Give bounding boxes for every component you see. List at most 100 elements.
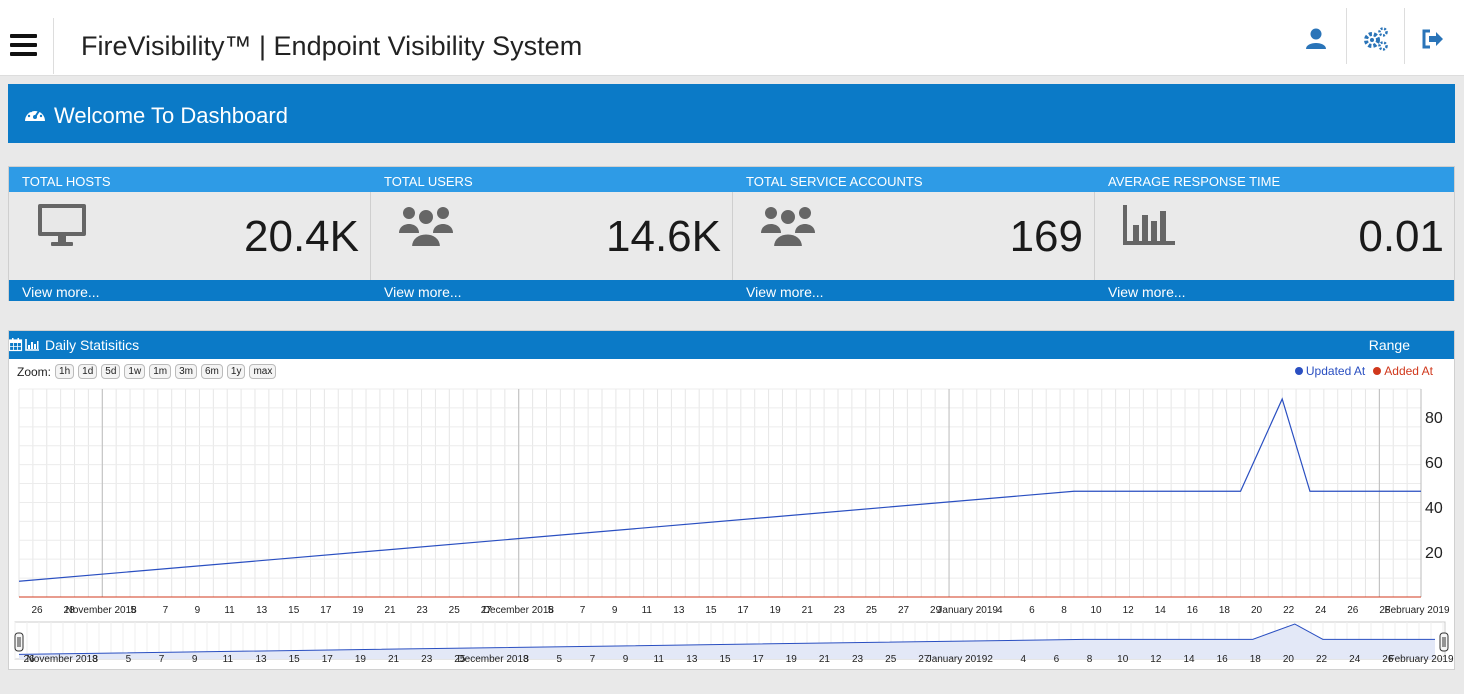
- x-tick-label: 19: [352, 605, 364, 616]
- x-tick-label: 25: [866, 605, 878, 616]
- navigator-tick-label: 19: [786, 654, 798, 665]
- range-button[interactable]: Range: [1368, 337, 1410, 353]
- navigator-tick-label: 3: [93, 654, 99, 665]
- zoom-1m-button[interactable]: 1m: [149, 364, 172, 379]
- x-tick-label: 18: [1219, 605, 1231, 616]
- x-tick-label: 4: [997, 605, 1003, 616]
- stat-label: TOTAL HOSTS: [22, 174, 111, 189]
- zoom-6m-button[interactable]: 6m: [201, 364, 223, 379]
- divider: [1404, 8, 1405, 64]
- divider: [1094, 192, 1095, 280]
- navigator-tick-label: 7: [590, 654, 596, 665]
- navigator-tick-label: 17: [753, 654, 765, 665]
- zoom-max-button[interactable]: max: [249, 364, 277, 379]
- navigator-tick-label: 5: [557, 654, 563, 665]
- calendar-icon[interactable]: [9, 338, 23, 352]
- navigator-tick-label: 6: [1054, 654, 1060, 665]
- navigator-tick-label: 22: [1316, 654, 1328, 665]
- view-more-link[interactable]: View more...: [22, 284, 100, 300]
- zoom-5d-button[interactable]: 5d: [101, 364, 121, 379]
- divider: [1346, 8, 1347, 64]
- x-tick-label: 15: [288, 605, 300, 616]
- navigator-tick-label: 9: [192, 654, 198, 665]
- divider: [732, 192, 733, 280]
- zoom-1d-button[interactable]: 1d: [78, 364, 98, 379]
- view-more-link[interactable]: View more...: [746, 284, 824, 300]
- x-tick-label: 9: [195, 605, 201, 616]
- navigator-tick-label: 21: [819, 654, 831, 665]
- x-tick-label: 29: [930, 605, 942, 616]
- welcome-banner: Welcome To Dashboard: [8, 84, 1455, 143]
- x-tick-label: January 2019: [937, 605, 998, 616]
- x-tick-label: 13: [673, 605, 685, 616]
- stat-card-total-hosts: TOTAL HOSTS 20.4K View more...: [9, 167, 371, 301]
- stat-value: 169: [1009, 212, 1083, 261]
- navigator-tick-label: 12: [1150, 654, 1162, 665]
- navigator-tick-label: 19: [355, 654, 367, 665]
- navigator-tick-label: 15: [289, 654, 301, 665]
- stat-value: 0.01: [1358, 212, 1444, 261]
- navigator-tick-label: 11: [654, 654, 665, 665]
- navigator-tick-label: 15: [719, 654, 731, 665]
- zoom-1y-button[interactable]: 1y: [226, 364, 246, 379]
- user-icon[interactable]: [1301, 24, 1331, 54]
- zoom-1h-button[interactable]: 1h: [55, 364, 75, 379]
- x-tick-label: 23: [417, 605, 429, 616]
- stat-label: TOTAL SERVICE ACCOUNTS: [746, 174, 923, 189]
- stats-header-strip: [9, 167, 1454, 192]
- legend-item-added[interactable]: Added At: [1373, 364, 1433, 378]
- navigator-tick-label: 23: [852, 654, 864, 665]
- divider: [53, 18, 54, 74]
- x-tick-label: 24: [1315, 605, 1327, 616]
- navigator-tick-label: 18: [1250, 654, 1262, 665]
- x-tick-label: 5: [130, 605, 136, 616]
- navigator-tick-label: 2: [987, 654, 993, 665]
- navigator-tick-label: 13: [686, 654, 698, 665]
- navigator-tick-label: February 2019: [1388, 654, 1453, 665]
- stat-value: 20.4K: [244, 212, 359, 261]
- navigator-tick-label: 20: [1283, 654, 1295, 665]
- logout-icon[interactable]: [1418, 24, 1448, 54]
- x-tick-label: 11: [224, 605, 235, 616]
- x-tick-label: 26: [31, 605, 43, 616]
- x-tick-label: 28: [64, 605, 76, 616]
- top-bar: FireVisibility™ | Endpoint Visibility Sy…: [0, 0, 1464, 76]
- hamburger-menu-icon[interactable]: [10, 34, 37, 56]
- navigator-tick-label: 4: [1021, 654, 1027, 665]
- x-tick-label: 20: [1251, 605, 1263, 616]
- navigator-tick-label: November 2018: [27, 654, 99, 665]
- navigator-tick-label: 26: [1382, 654, 1394, 665]
- legend-item-updated[interactable]: Updated At: [1294, 364, 1365, 378]
- navigator-tick-label: January 2019: [927, 654, 988, 665]
- x-tick-label: 12: [1123, 605, 1135, 616]
- stat-value: 14.6K: [606, 212, 721, 261]
- view-more-link[interactable]: View more...: [384, 284, 462, 300]
- daily-statistics-panel: Daily Statisitics Range Zoom: 1h 1d 5d 1…: [8, 330, 1455, 670]
- navigator-right-handle[interactable]: [1439, 632, 1449, 652]
- stat-label: AVERAGE RESPONSE TIME: [1108, 174, 1281, 189]
- x-tick-label: 23: [834, 605, 846, 616]
- x-tick-label: 11: [642, 605, 653, 616]
- navigator-tick-label: 11: [223, 654, 234, 665]
- navigator-tick-label: 24: [1349, 654, 1361, 665]
- navigator-tick-label: 10: [1117, 654, 1129, 665]
- navigator-tick-label: 25: [454, 654, 466, 665]
- zoom-label: Zoom:: [17, 364, 52, 379]
- navigator-left-handle[interactable]: [14, 632, 24, 652]
- y-tick-label: 60: [1425, 455, 1443, 472]
- navigator-series-line: [18, 623, 1435, 655]
- zoom-3m-button[interactable]: 3m: [175, 364, 197, 379]
- navigator-tick-label: 5: [126, 654, 132, 665]
- panel-title: Daily Statisitics: [45, 337, 140, 353]
- divider: [370, 192, 371, 280]
- zoom-1w-button[interactable]: 1w: [124, 364, 146, 379]
- users-icon: [399, 207, 453, 248]
- view-more-link[interactable]: View more...: [1108, 284, 1186, 300]
- x-tick-label: 25: [449, 605, 461, 616]
- bar-chart-icon: [25, 339, 39, 351]
- navigator-tick-label: 8: [1087, 654, 1093, 665]
- gears-icon[interactable]: [1361, 24, 1391, 54]
- navigator-tick-label: 17: [322, 654, 334, 665]
- x-tick-label: 6: [1029, 605, 1035, 616]
- navigator-tick-label: 13: [255, 654, 267, 665]
